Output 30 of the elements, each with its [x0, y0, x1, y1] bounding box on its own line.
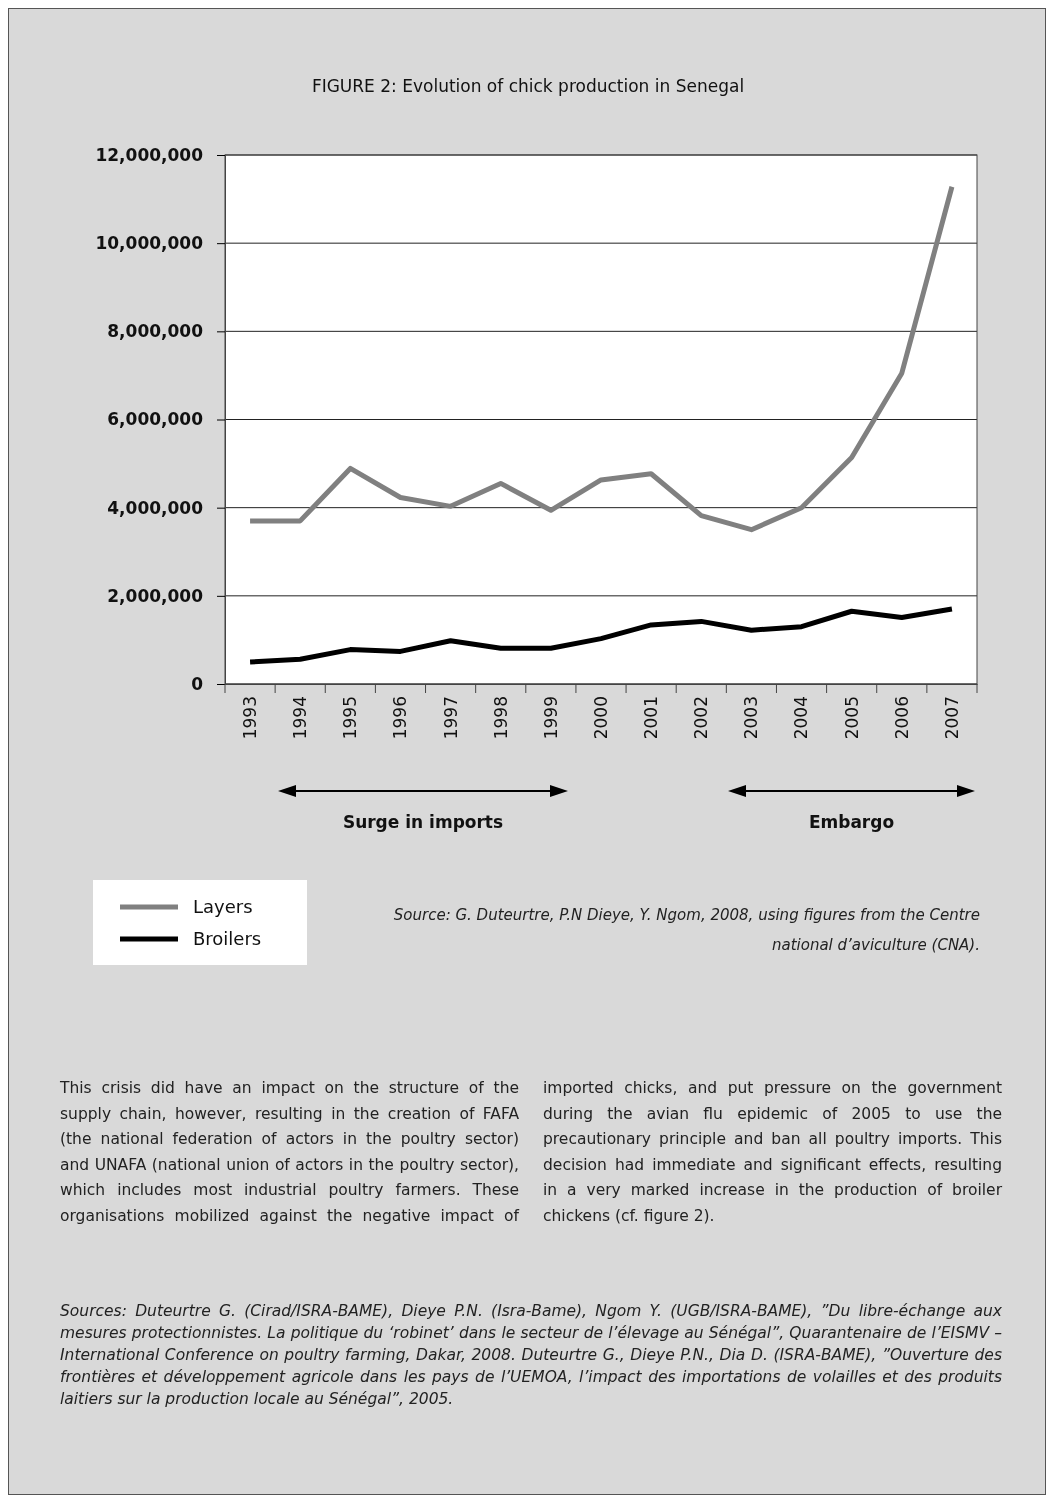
x-tick-label: 1994 [290, 696, 311, 740]
x-tick-label: 1998 [490, 696, 511, 740]
y-tick-label: 4,000,000 [107, 497, 204, 518]
x-tick-label: 1997 [440, 696, 461, 740]
chart-title: FIGURE 2: Evolution of chick production in Senegal [311, 76, 745, 96]
y-tick-label: 6,000,000 [107, 409, 204, 430]
x-tick-label: 2001 [641, 696, 662, 740]
x-tick-label: 2007 [941, 696, 962, 740]
x-tick-label: 1996 [390, 696, 411, 740]
x-tick-label: 2000 [590, 696, 611, 740]
x-tick-label: 2005 [841, 696, 862, 740]
y-tick-label: 12,000,000 [95, 144, 204, 165]
text: Surge in imports [342, 812, 504, 832]
x-tick-label: 2006 [891, 696, 912, 740]
x-tick-label: 2003 [741, 696, 762, 740]
legend-label: Layers [193, 896, 253, 918]
x-tick-label: 1995 [340, 696, 361, 740]
y-tick-label: 8,000,000 [107, 321, 204, 342]
text: Embargo [808, 812, 895, 832]
x-tick-label: 2004 [791, 696, 812, 740]
x-tick-label: 1993 [240, 696, 261, 740]
y-tick-label: 2,000,000 [107, 585, 204, 606]
source-note: Sources: Duteurtre G. (Cirad/ISRA-BAME), Dieye P.N. (Isra-Bame), Ngom Y. (UGB/ISRA-BAME), ”Du libre-échange aux mesures protectionnistes. La politique du ‘robinet’ dans le secteur de l’élevage au Sénégal”, Quarantenaire de l’EISMV – International Conference on poultry farming, Dakar, 2008. Duteurtre G., Dieye P.N., Dia D. (ISRA-BAME), ”Ouverture des frontières et développement agricole dans les pays de l’UEMOA, l’impact des importations de volailles et des produits laitiers sur la production locale au Sénégal”, 2005. [60, 1301, 1002, 1410]
x-tick-label: 2002 [691, 696, 712, 740]
y-tick-label: 0 [191, 673, 204, 694]
text: This crisis did have an impact on the structure of the supply chain, however, resulting in the creation of FAFA (the national federation of actors in the poultry sector) and UNAFA (national union of actors in the poultry sector), which includes most industrial poultry farmers. These organisations mobilized against the negative impact of imported chicks, and put pressure on the government during the avian flu epidemic of 2005 to use the precautionary principle and ban all poultry imports. This decision had immediate and significant effects, resulting in a very marked increase in the production of broiler chickens (cf. figure 2). [60, 1079, 1002, 1225]
x-tick-label: 1999 [540, 696, 561, 740]
legend-label: Broilers [193, 928, 262, 950]
y-tick-label: 10,000,000 [95, 233, 204, 254]
source-note: Source: G. Duteurtre, P.N Dieye, Y. Ngom, 2008, using figures from the Centre national d’aviculture (CNA). [392, 905, 980, 956]
